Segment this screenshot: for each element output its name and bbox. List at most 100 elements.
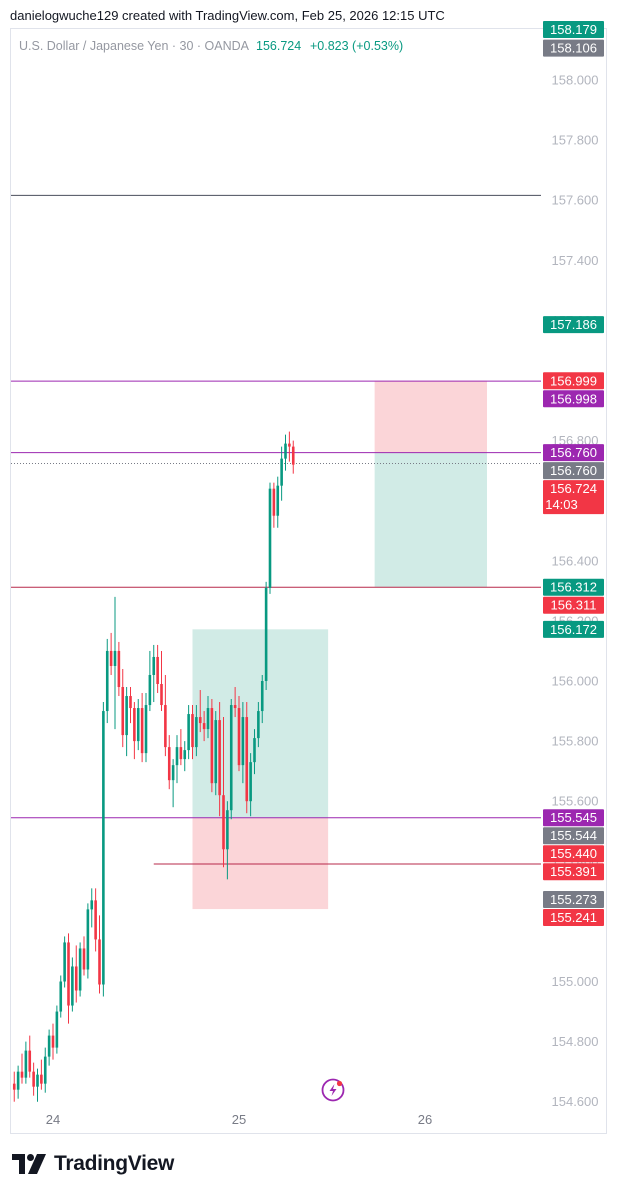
candle [113, 596, 117, 730]
candle-body [78, 948, 82, 991]
candle [136, 699, 140, 751]
candle [264, 581, 268, 691]
candle [121, 668, 125, 748]
candle [280, 446, 283, 501]
candle [16, 1065, 20, 1099]
candle-body [206, 708, 210, 730]
price-label: 155.273 [543, 890, 604, 908]
candle [202, 711, 206, 742]
candle-body [109, 650, 113, 666]
price-label-text: 156.724 [550, 481, 597, 496]
position-zones [192, 380, 487, 910]
x-tick-label: 25 [232, 1112, 246, 1127]
candle-body [129, 696, 132, 709]
candle-body [284, 443, 287, 459]
candle [183, 741, 187, 772]
y-tick-label: 154.800 [552, 1034, 599, 1049]
candle [24, 1041, 28, 1084]
candle [222, 717, 225, 868]
candle [245, 702, 249, 814]
candle-body [276, 485, 280, 516]
candle-body [16, 1071, 20, 1090]
candle-body [32, 1071, 35, 1087]
candle-body [210, 708, 214, 784]
candle [59, 975, 63, 1018]
price-label: 156.311 [543, 596, 604, 614]
candle [249, 753, 252, 817]
candle-body [82, 948, 86, 970]
price-label: 155.241 [543, 908, 604, 926]
price-label-bg [543, 863, 604, 881]
candle-body [214, 720, 218, 784]
candle-body [226, 810, 229, 850]
candle [156, 644, 159, 694]
candle-body [121, 687, 125, 736]
price-label-text: 156.172 [550, 622, 597, 637]
long-position-stop-zone [192, 817, 329, 910]
candle-body [136, 708, 140, 742]
candle-body [71, 966, 74, 1006]
candle-body [179, 747, 183, 760]
candle [152, 644, 156, 703]
candle [63, 936, 66, 988]
price-label-text: 156.998 [550, 391, 597, 406]
chart-frame[interactable] [10, 28, 607, 1134]
price-label-text: 155.544 [550, 828, 597, 843]
candle-body [233, 705, 237, 709]
candle [195, 705, 198, 757]
candle-body [28, 1050, 32, 1072]
candle [36, 1068, 39, 1102]
candle-body [105, 650, 109, 712]
price-label-text: 156.760 [550, 463, 597, 478]
legend-price: 156.724 [256, 39, 301, 53]
price-label: 157.186 [543, 316, 604, 334]
candle-body [74, 966, 78, 991]
candle-body [102, 711, 105, 985]
candle [229, 699, 233, 820]
price-label-text: 158.106 [550, 41, 597, 56]
candle [288, 431, 291, 462]
price-label-countdown: 14:03 [545, 497, 578, 512]
candle-body [253, 738, 256, 763]
y-tick-label: 158.000 [552, 73, 599, 88]
candle [74, 945, 78, 1003]
candle-body [125, 696, 128, 736]
candle [51, 1023, 55, 1060]
candle-body [90, 900, 94, 910]
y-tick-label: 157.400 [552, 253, 599, 268]
candle-body [195, 717, 198, 748]
short-position-target-zone [374, 452, 487, 588]
candle [260, 674, 264, 724]
price-label-text: 155.545 [550, 810, 597, 825]
lightning-icon[interactable] [321, 1078, 345, 1102]
candle [148, 650, 152, 712]
candle [105, 638, 109, 724]
price-label: 158.179 [543, 21, 604, 38]
candle [214, 711, 218, 796]
candle-body [40, 1074, 43, 1084]
y-tick-label: 155.600 [552, 794, 599, 809]
price-label: 156.172 [543, 620, 604, 638]
price-label-bg [543, 390, 604, 408]
candle-body [171, 765, 175, 781]
price-label: 155.544 [543, 827, 604, 845]
price-labels: 158.179 158.106 157.186 156.999 156.998 156.7… [543, 21, 604, 926]
candle [191, 705, 194, 760]
candle-body [183, 750, 187, 760]
candle [28, 1035, 32, 1078]
candle [71, 957, 74, 1012]
candle-body [237, 708, 241, 766]
candle [272, 482, 276, 528]
candle [171, 759, 175, 808]
candle-body [280, 458, 283, 486]
candle [167, 735, 171, 790]
candle-body [288, 443, 291, 447]
candle [226, 801, 229, 880]
candle [67, 933, 70, 1024]
candle-body [249, 762, 252, 802]
candle [276, 476, 280, 528]
price-label-bg [543, 827, 604, 845]
candle [233, 687, 237, 718]
